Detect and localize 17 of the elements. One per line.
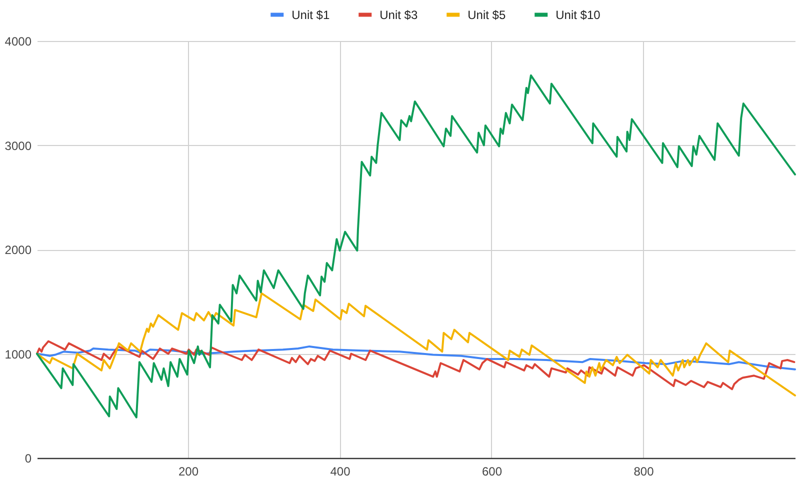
- legend-label: Unit $1: [292, 8, 330, 22]
- y-tick-label: 2000: [4, 243, 32, 257]
- legend-label: Unit $3: [380, 8, 418, 22]
- x-tick-label: 800: [634, 464, 654, 478]
- line-series: [36, 340, 796, 390]
- legend-label: Unit $10: [556, 8, 601, 22]
- y-tick-label: 1000: [4, 347, 32, 362]
- line-series: [36, 74, 796, 418]
- x-tick-label: 400: [330, 464, 351, 478]
- y-tick-label: 4000: [4, 34, 32, 48]
- y-tick-label: 3000: [4, 138, 32, 153]
- legend-label: Unit $5: [468, 8, 506, 22]
- line-series: [36, 345, 796, 370]
- x-tick-label: 200: [178, 464, 199, 478]
- line-series: [36, 292, 796, 396]
- y-tick-label: 0: [24, 452, 32, 466]
- x-tick-label: 600: [482, 464, 502, 478]
